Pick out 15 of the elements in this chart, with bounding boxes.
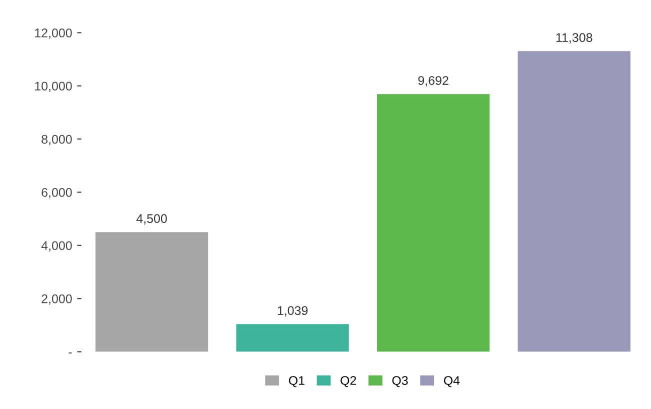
y-tick-label: - <box>68 352 72 354</box>
legend-label: Q1 <box>288 376 304 388</box>
text: 4,500 <box>136 214 167 224</box>
legend-label: Q2 <box>340 376 356 388</box>
legend-label: Q3 <box>392 376 408 388</box>
y-tick-label: 4,000 <box>41 241 72 252</box>
y-tick-label: 6,000 <box>42 188 72 198</box>
y-tick-label: 8,000 <box>42 134 72 146</box>
y-tick-label: 12,000 <box>35 28 72 39</box>
text: 1,039 <box>278 306 308 316</box>
legend-label: Q4 <box>444 376 460 388</box>
text: 11,308 <box>556 33 592 44</box>
text: 9,692 <box>418 76 448 86</box>
y-tick-label: 2,000 <box>42 294 72 305</box>
y-tick-label: 10,000 <box>35 82 72 92</box>
